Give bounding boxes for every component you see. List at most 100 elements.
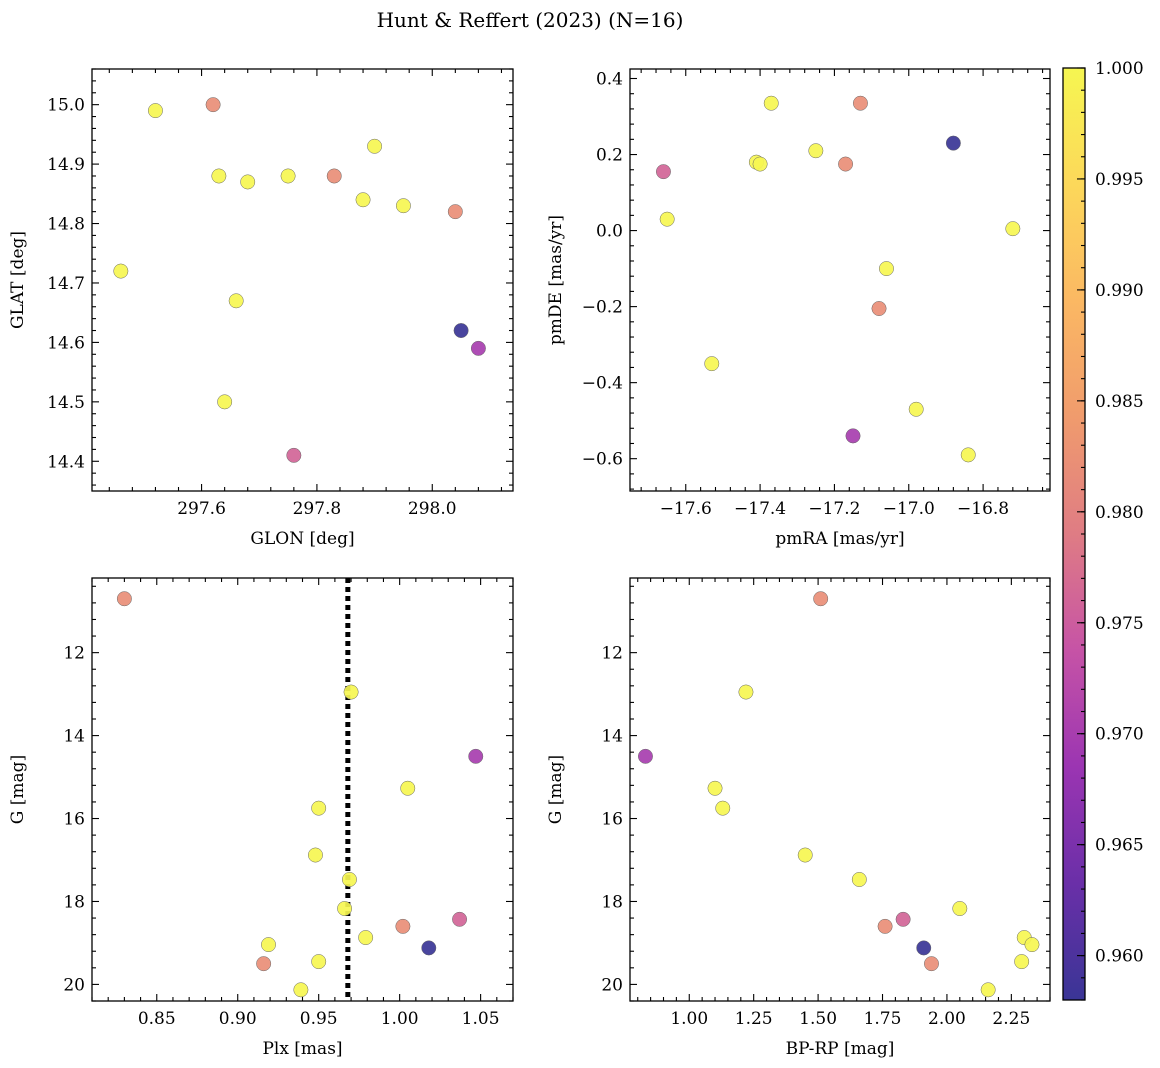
- x-axis-label: BP-RP [mag]: [786, 1039, 895, 1059]
- y-tick-label: 16: [601, 810, 623, 830]
- data-point: [261, 937, 276, 953]
- data-point: [343, 684, 359, 700]
- data-point: [656, 164, 671, 180]
- x-tick-label: 1.00: [381, 1009, 419, 1029]
- colorbar: 0.960 0.965 0.970 0.975 0.980 0.985 0.990 0.995…: [1062, 59, 1144, 1001]
- colorbar-tick-label: 1.000: [1095, 59, 1144, 79]
- subplot-plx-g: 0.85 0.90 0.95 1.00 1.05 12 14 16 18 20 Plx [mas] G…: [8, 577, 514, 1059]
- subplot-glon-glat: 297.6 297.8 298.0 14.4 14.5 14.6 14.7 14.8 14.9 1…: [8, 68, 514, 549]
- data-point: [468, 748, 484, 764]
- data-point: [895, 911, 911, 927]
- colorbar-tick-label: 0.995: [1095, 170, 1144, 190]
- colorbar-frame: [1062, 67, 1086, 1001]
- data-point: [916, 940, 932, 956]
- y-tick-label: 14: [601, 727, 623, 747]
- x-tick-label: 1.50: [799, 1009, 837, 1029]
- x-axis-label: GLON [deg]: [250, 529, 354, 549]
- colorbar-tick-label: 0.975: [1095, 614, 1144, 634]
- data-point: [707, 780, 723, 796]
- data-point: [945, 135, 961, 151]
- data-point: [395, 198, 411, 214]
- subplot-bprp-g: 1.00 1.25 1.50 1.75 2.00 2.25 12 14 16 18 20 BP-RP …: [546, 577, 1051, 1059]
- axes-frame: [629, 68, 1051, 492]
- data-point: [1014, 954, 1030, 970]
- data-point: [808, 143, 824, 159]
- x-axis-label: Plx [mas]: [262, 1039, 342, 1059]
- y-tick-label: 18: [63, 892, 85, 912]
- data-point: [205, 97, 221, 113]
- data-point: [797, 847, 813, 863]
- data-point: [838, 156, 854, 172]
- y-tick-label: 0.2: [596, 146, 623, 166]
- colorbar-tick-label: 0.965: [1095, 836, 1144, 856]
- data-point: [286, 447, 302, 463]
- data-point: [908, 401, 924, 417]
- y-tick-label: 0.4: [596, 70, 623, 90]
- y-tick-label: −0.6: [582, 450, 623, 470]
- colorbar-tick-label: 0.990: [1095, 281, 1144, 301]
- data-point: [1005, 221, 1021, 237]
- data-point: [113, 263, 129, 279]
- x-tick-label: 1.75: [864, 1009, 902, 1029]
- colorbar-tick-label: 0.960: [1095, 947, 1144, 967]
- data-point: [342, 872, 357, 887]
- data-point: [337, 901, 353, 916]
- y-axis-label: G [mag]: [546, 755, 566, 824]
- y-axis-label: pmDE [mas/yr]: [546, 215, 566, 345]
- y-tick-label: 16: [63, 810, 85, 830]
- x-tick-label: 0.85: [138, 1009, 176, 1029]
- data-point: [453, 323, 469, 338]
- data-point: [452, 911, 468, 927]
- y-tick-label: 14.4: [47, 452, 85, 472]
- colorbar-tick-label: 0.980: [1095, 503, 1144, 523]
- y-tick-label: 12: [63, 644, 85, 664]
- data-point: [280, 168, 296, 184]
- data-point: [851, 872, 867, 887]
- data-point: [704, 356, 720, 372]
- y-tick-label: 14.8: [47, 215, 85, 235]
- data-point: [400, 780, 416, 796]
- axes-frame: [629, 577, 1051, 1002]
- data-point: [421, 940, 437, 956]
- data-point: [763, 95, 779, 111]
- data-point: [813, 591, 829, 607]
- x-tick-label: −17.4: [734, 499, 786, 519]
- data-point: [715, 800, 731, 816]
- x-tick-label: −17.6: [660, 499, 712, 519]
- x-axis-label: pmRA [mas/yr]: [775, 529, 904, 549]
- x-tick-label: −17.0: [883, 499, 935, 519]
- data-point: [638, 748, 653, 764]
- y-tick-label: 14: [63, 727, 85, 747]
- data-point: [924, 956, 939, 972]
- axes-frame: [91, 68, 514, 492]
- y-tick-label: 15.0: [47, 96, 85, 116]
- x-tick-label: 2.25: [992, 1009, 1030, 1029]
- y-tick-label: 14.5: [47, 393, 85, 413]
- data-point: [311, 800, 327, 816]
- data-point: [116, 591, 132, 607]
- plots: 297.6 297.8 298.0 14.4 14.5 14.6 14.7 14.8 14.9 1…: [8, 68, 1051, 1059]
- data-point: [355, 192, 371, 208]
- data-point: [470, 340, 486, 356]
- data-point: [256, 956, 272, 972]
- y-tick-label: −0.2: [582, 298, 623, 318]
- data-point: [217, 394, 233, 410]
- data-point: [367, 138, 383, 154]
- data-point: [980, 982, 996, 998]
- data-point: [293, 982, 309, 998]
- data-point: [326, 168, 342, 184]
- data-point: [228, 293, 244, 309]
- x-tick-label: 2.00: [928, 1009, 966, 1029]
- data-point: [871, 301, 887, 316]
- colorbar-gradient: [1063, 68, 1085, 1000]
- data-point: [311, 954, 327, 970]
- data-point: [752, 156, 768, 172]
- data-point: [952, 901, 968, 916]
- subplot-pmra-pmde: −17.6 −17.4 −17.2 −17.0 −16.8 −0.6 −0.4 −0.2 0.0…: [546, 68, 1051, 549]
- x-tick-label: 297.8: [293, 499, 342, 519]
- data-point: [659, 211, 675, 227]
- data-point: [211, 168, 227, 184]
- data-point: [738, 684, 754, 700]
- data-point: [447, 204, 463, 220]
- y-tick-label: 20: [601, 975, 623, 995]
